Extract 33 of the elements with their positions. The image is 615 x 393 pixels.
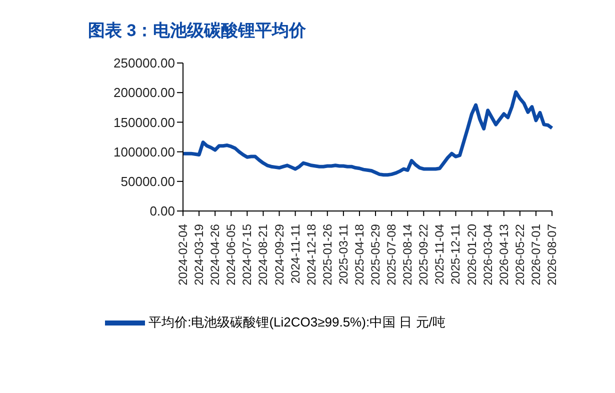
line-series (181, 90, 554, 177)
x-tick-label: 2024-09-29 (272, 224, 286, 286)
x-tick-label: 2024-02-04 (176, 224, 190, 286)
x-tick-label: 2024-08-21 (256, 224, 270, 286)
x-tick-label: 2026-07-01 (528, 224, 543, 286)
x-tick-label: 2024-11-11 (288, 224, 302, 284)
x-tick-label: 2025-05-29 (368, 224, 383, 286)
x-tick-label: 2026-08-07 (545, 224, 559, 286)
legend-label: 平均价:电池级碳酸锂(Li2CO3≥99.5%):中国 日 元/吨 (148, 314, 446, 330)
x-tick-label: 2024-03-19 (192, 224, 206, 286)
x-tick-label: 2025-03-11 (336, 224, 350, 284)
x-tick-label: 2024-04-26 (208, 224, 222, 286)
y-tick-label: 100000.00 (114, 144, 175, 160)
y-tick-label: 50000.00 (120, 174, 175, 190)
x-tick-label: 2026-01-20 (464, 224, 479, 286)
y-tick-label: 150000.00 (114, 114, 175, 130)
x-tick-label: 2024-12-18 (304, 224, 318, 286)
x-tick-label: 2026-04-13 (496, 224, 511, 286)
x-tick-label: 2026-03-04 (480, 224, 495, 286)
x-tick-label: 2025-07-08 (384, 224, 399, 286)
x-tick-label: 2024-07-15 (240, 224, 254, 286)
x-tick-label: 2025-08-14 (400, 224, 415, 286)
x-tick-label: 2025-04-18 (352, 224, 366, 286)
y-tick-label: 250000.00 (114, 56, 175, 71)
x-tick-label: 2025-11-04 (432, 224, 447, 284)
x-tick-label: 2025-09-22 (416, 224, 431, 286)
x-tick-label: 2025-01-26 (320, 224, 334, 286)
chart-title: 图表 3：电池级碳酸锂平均价 (88, 20, 306, 42)
x-tick-label: 2026-05-22 (512, 224, 527, 286)
x-tick-label: 2025-12-11 (448, 224, 463, 284)
y-tick-label: 200000.00 (114, 85, 175, 100)
x-tick-label: 2024-06-05 (224, 224, 238, 286)
y-tick-label: 0.00 (150, 204, 175, 219)
